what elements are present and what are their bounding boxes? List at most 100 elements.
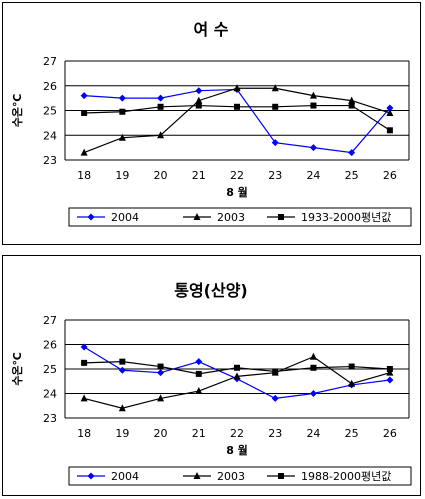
data-point — [348, 149, 356, 157]
data-point — [348, 363, 355, 370]
data-point — [157, 394, 165, 402]
data-point — [80, 343, 88, 351]
data-point — [118, 133, 126, 141]
data-point — [118, 404, 126, 412]
series-3 — [81, 102, 393, 134]
data-point — [118, 366, 126, 374]
legend-label: 2003 — [217, 211, 245, 224]
legend-marker — [278, 214, 284, 220]
data-point — [80, 92, 88, 100]
y-tick-label: 24 — [43, 129, 57, 142]
data-point — [119, 358, 126, 365]
data-point — [195, 387, 203, 395]
data-point — [309, 144, 317, 152]
data-point — [348, 379, 356, 387]
x-tick-label: 18 — [77, 427, 91, 440]
data-point — [195, 96, 203, 104]
data-point — [386, 127, 393, 134]
series-2 — [80, 352, 394, 412]
x-tick-label: 24 — [306, 169, 320, 182]
data-point — [119, 108, 126, 115]
data-point — [81, 359, 88, 366]
data-point — [195, 102, 202, 109]
chart-yeosu: 여 수 23 24 25 26 27 수온℃ 18 19 20 21 22 23 24 25 26 8 월 200… — [11, 20, 412, 227]
data-point — [195, 358, 203, 366]
x-tick-label: 25 — [345, 169, 359, 182]
chart-panel-yeosu: 여 수 23 24 25 26 27 수온℃ 18 19 20 21 22 23 24 25 26 8 월 200… — [2, 2, 421, 245]
data-point — [309, 352, 317, 360]
x-tick-label: 26 — [383, 427, 397, 440]
data-point — [157, 369, 165, 377]
chart-panel-tongyeong: 통영(산양) 23 24 25 26 27 수온℃ 18 19 20 21 22 23 24 25 26 8 월… — [2, 255, 421, 496]
data-point — [386, 366, 393, 372]
data-point — [271, 84, 279, 92]
x-tick-label: 21 — [192, 427, 206, 440]
y-tick-label: 26 — [43, 80, 57, 93]
y-axis-label: 수온℃ — [11, 94, 24, 128]
x-tick-label: 20 — [154, 169, 168, 182]
x-tick-label: 22 — [230, 169, 244, 182]
data-point — [157, 363, 164, 370]
legend-marker — [87, 472, 95, 480]
data-point — [386, 108, 394, 116]
series-line — [84, 88, 391, 154]
data-point — [386, 104, 394, 112]
chart-tongyeong: 통영(산양) 23 24 25 26 27 수온℃ 18 19 20 21 22 23 24 25 26 8 월… — [11, 281, 412, 486]
chart-title: 여 수 — [193, 20, 228, 39]
legend-marker — [87, 213, 95, 221]
data-point — [157, 103, 164, 110]
data-point — [118, 94, 126, 102]
series-3 — [81, 358, 393, 377]
chart-title: 통영(산양) — [174, 281, 248, 300]
data-point — [234, 103, 240, 110]
y-tick-label: 23 — [43, 412, 57, 425]
data-point — [309, 390, 317, 397]
x-tick-label: 19 — [115, 169, 129, 182]
x-tick-label: 23 — [268, 169, 282, 182]
x-tick-label: 25 — [345, 427, 359, 440]
x-tick-label: 22 — [230, 427, 244, 440]
legend-box — [68, 466, 412, 486]
series-2 — [80, 84, 394, 156]
data-point — [272, 103, 279, 110]
y-axis-label: 수온℃ — [11, 352, 24, 386]
data-point — [80, 148, 88, 156]
data-point — [195, 87, 203, 95]
x-tick-label: 18 — [77, 169, 91, 182]
legend-marker — [278, 473, 284, 479]
data-point — [195, 370, 202, 377]
data-point — [81, 109, 88, 116]
x-tick-label: 24 — [306, 427, 320, 440]
data-point — [272, 368, 279, 375]
x-tick-label: 26 — [383, 169, 397, 182]
y-tick-label: 25 — [43, 105, 57, 118]
legend-label: 1933-2000평년값 — [301, 211, 391, 224]
data-point — [348, 96, 356, 104]
data-point — [271, 139, 279, 147]
x-tick-label: 21 — [192, 169, 206, 182]
x-axis-label: 8 월 — [226, 185, 248, 199]
legend-marker — [193, 213, 201, 220]
legend-box — [68, 207, 412, 227]
data-point — [310, 102, 317, 109]
data-point — [233, 84, 241, 92]
legend-label: 2004 — [111, 470, 139, 483]
data-point — [157, 131, 165, 139]
series-line — [83, 356, 391, 409]
x-axis-label: 8 월 — [226, 443, 248, 457]
y-tick-label: 27 — [43, 314, 57, 327]
data-point — [234, 364, 240, 371]
y-tick-label: 27 — [43, 55, 57, 68]
legend-label: 2003 — [217, 470, 245, 483]
y-tick-label: 24 — [43, 388, 57, 401]
data-point — [271, 394, 279, 402]
legend-label: 1988-2000평년값 — [301, 470, 391, 483]
x-tick-label: 19 — [115, 427, 129, 440]
series-1 — [80, 85, 394, 157]
data-point — [348, 102, 355, 109]
x-tick-label: 20 — [154, 427, 168, 440]
data-point — [157, 94, 165, 102]
legend-label: 2004 — [111, 211, 139, 224]
y-tick-label: 23 — [43, 154, 57, 167]
legend-marker — [193, 472, 201, 479]
